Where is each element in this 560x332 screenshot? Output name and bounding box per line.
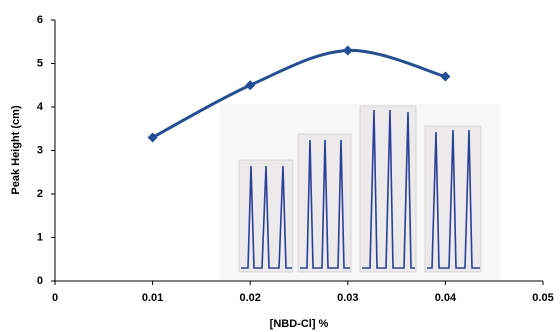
y-axis-title: Peak Height (cm) [10,105,22,195]
marker [343,45,353,55]
y-tick-label: 5 [37,57,43,69]
y-tick-label: 1 [37,231,43,243]
marker [245,80,255,90]
y-tick-label: 3 [37,144,43,156]
inset-peaks [220,104,500,280]
y-tick-label: 0 [37,275,43,287]
y-tick-label: 4 [37,101,44,113]
y-tick-label: 2 [37,188,43,200]
x-tick-label: 0.02 [239,292,260,304]
x-tick-label: 0.05 [532,292,553,304]
x-tick-label: 0.03 [337,292,358,304]
marker [440,72,450,82]
x-axis-title: [NBD-Cl] % [270,318,329,330]
x-tick-label: 0 [52,292,58,304]
x-tick-label: 0.01 [142,292,163,304]
chart: [NBD-Cl] % Peak Height (cm) 0 1 2 3 4 5 6 0 0.01… [0,0,560,332]
x-tick-label: 0.04 [435,292,457,304]
y-tick-label: 6 [37,14,43,26]
